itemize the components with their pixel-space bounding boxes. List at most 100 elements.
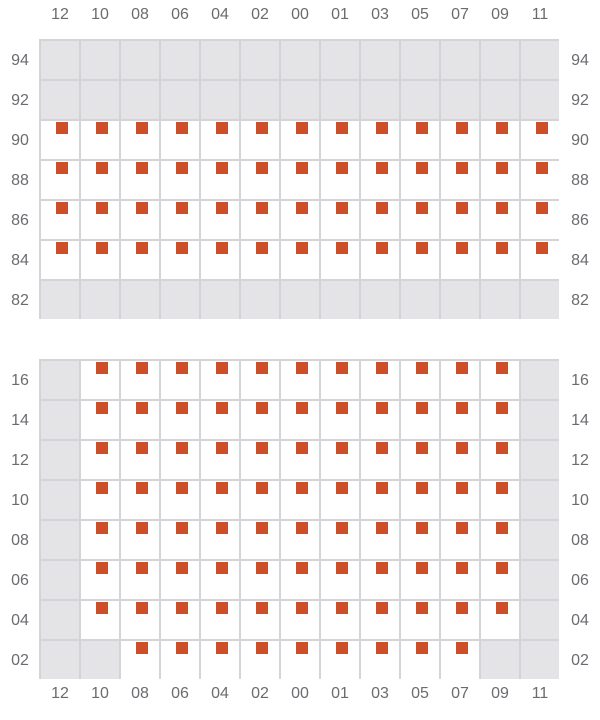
seat-available[interactable] [481,561,519,599]
seat-available[interactable] [401,641,439,679]
seat-available[interactable] [81,161,119,199]
seat-available[interactable] [241,161,279,199]
seat-available[interactable] [81,441,119,479]
seat-available[interactable] [441,641,479,679]
seat-available[interactable] [481,201,519,239]
seat-available[interactable] [161,201,199,239]
seat-available[interactable] [401,361,439,399]
seat-available[interactable] [361,521,399,559]
seat-available[interactable] [281,361,319,399]
seat-available[interactable] [161,361,199,399]
seat-available[interactable] [201,201,239,239]
seat-available[interactable] [241,561,279,599]
seat-available[interactable] [521,161,559,199]
seat-available[interactable] [441,121,479,159]
seat-available[interactable] [281,201,319,239]
seat-available[interactable] [361,441,399,479]
seat-available[interactable] [281,561,319,599]
seat-available[interactable] [361,481,399,519]
seat-available[interactable] [481,361,519,399]
seat-available[interactable] [281,121,319,159]
seat-available[interactable] [201,121,239,159]
seat-available[interactable] [321,441,359,479]
seat-available[interactable] [241,241,279,279]
seat-available[interactable] [81,121,119,159]
seat-available[interactable] [521,201,559,239]
seat-available[interactable] [121,601,159,639]
seat-available[interactable] [241,361,279,399]
seat-available[interactable] [481,161,519,199]
seat-available[interactable] [201,641,239,679]
seat-available[interactable] [401,161,439,199]
seat-available[interactable] [441,401,479,439]
seat-available[interactable] [441,361,479,399]
seat-available[interactable] [361,561,399,599]
seat-available[interactable] [441,481,479,519]
seat-available[interactable] [161,481,199,519]
seat-available[interactable] [321,161,359,199]
seat-available[interactable] [81,401,119,439]
seat-available[interactable] [241,401,279,439]
seat-available[interactable] [361,361,399,399]
seat-available[interactable] [121,521,159,559]
seat-available[interactable] [201,161,239,199]
seat-available[interactable] [281,641,319,679]
seat-available[interactable] [361,121,399,159]
seat-available[interactable] [201,521,239,559]
seat-available[interactable] [281,601,319,639]
seat-available[interactable] [481,121,519,159]
seat-available[interactable] [201,441,239,479]
seat-available[interactable] [161,561,199,599]
seat-available[interactable] [161,161,199,199]
seat-available[interactable] [281,521,319,559]
seat-available[interactable] [321,241,359,279]
seat-available[interactable] [161,641,199,679]
seat-available[interactable] [441,601,479,639]
seat-available[interactable] [481,601,519,639]
seat-available[interactable] [241,601,279,639]
seat-available[interactable] [241,641,279,679]
seat-available[interactable] [201,601,239,639]
seat-available[interactable] [121,401,159,439]
seat-available[interactable] [121,161,159,199]
seat-available[interactable] [241,481,279,519]
seat-available[interactable] [521,121,559,159]
seat-available[interactable] [401,201,439,239]
seat-available[interactable] [81,201,119,239]
seat-available[interactable] [281,241,319,279]
seat-available[interactable] [241,441,279,479]
seat-available[interactable] [481,481,519,519]
seat-available[interactable] [361,601,399,639]
seat-available[interactable] [121,561,159,599]
seat-available[interactable] [321,201,359,239]
seat-available[interactable] [41,121,79,159]
seat-available[interactable] [121,241,159,279]
seat-available[interactable] [161,401,199,439]
seat-available[interactable] [321,121,359,159]
seat-available[interactable] [161,121,199,159]
seat-available[interactable] [321,481,359,519]
seat-available[interactable] [121,201,159,239]
seat-available[interactable] [321,561,359,599]
seat-available[interactable] [401,401,439,439]
seat-available[interactable] [321,521,359,559]
seat-available[interactable] [361,641,399,679]
seat-available[interactable] [81,521,119,559]
seat-available[interactable] [441,521,479,559]
seat-available[interactable] [481,401,519,439]
seat-available[interactable] [201,361,239,399]
seat-available[interactable] [321,361,359,399]
seat-available[interactable] [281,441,319,479]
seat-available[interactable] [401,241,439,279]
seat-available[interactable] [41,201,79,239]
seat-available[interactable] [321,601,359,639]
seat-available[interactable] [281,481,319,519]
seat-available[interactable] [201,401,239,439]
seat-available[interactable] [321,401,359,439]
seat-available[interactable] [41,161,79,199]
seat-available[interactable] [481,521,519,559]
seat-available[interactable] [441,241,479,279]
seat-available[interactable] [81,361,119,399]
seat-available[interactable] [161,521,199,559]
seat-available[interactable] [441,161,479,199]
